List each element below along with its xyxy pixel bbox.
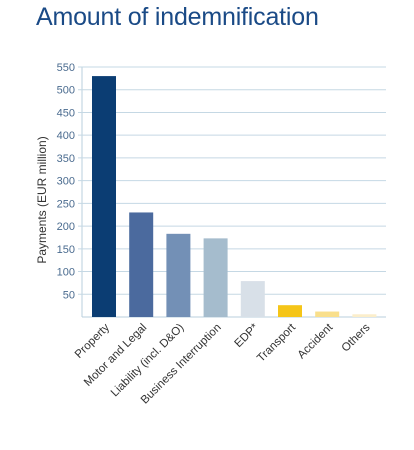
bar-others	[352, 314, 377, 317]
y-tick-label: 350	[57, 153, 75, 165]
x-tick-label: Liability (incl. D&O)	[109, 322, 187, 400]
y-tick-label: 200	[57, 221, 75, 233]
x-tick-label: EDP*	[233, 321, 262, 350]
y-axis-label: Payments (EUR million)	[35, 136, 49, 263]
y-tick-label: 500	[57, 85, 75, 97]
bars	[92, 76, 377, 317]
bar-motor-and-legal	[129, 212, 154, 317]
y-tick-label: 300	[57, 176, 75, 188]
y-tick-labels: 50 100 150 200 250 300 350 400 450 500 550	[57, 62, 75, 301]
x-tick-label: Accident	[296, 321, 336, 361]
bar-accident	[315, 311, 340, 317]
chart-title: Amount of indemnification	[36, 3, 319, 31]
y-tick-label: 150	[57, 244, 75, 256]
bar-liability-incl-d-o	[166, 233, 191, 317]
x-tick-label: Motor and Legal	[82, 322, 149, 389]
y-tick-label: 250	[57, 198, 75, 210]
bar-business-interruption	[203, 238, 228, 317]
y-tick-label: 50	[63, 289, 75, 301]
y-tick-label: 550	[57, 62, 75, 74]
x-tick-label: Transport	[255, 321, 299, 365]
bar-edp	[240, 281, 265, 317]
y-tick-label: 100	[57, 267, 75, 279]
y-tick-label: 450	[57, 107, 75, 119]
gridlines	[78, 66, 386, 318]
y-tick-label: 400	[57, 130, 75, 142]
x-tick-label: Others	[340, 321, 373, 354]
bar-transport	[278, 305, 302, 317]
bar-property	[92, 76, 116, 317]
